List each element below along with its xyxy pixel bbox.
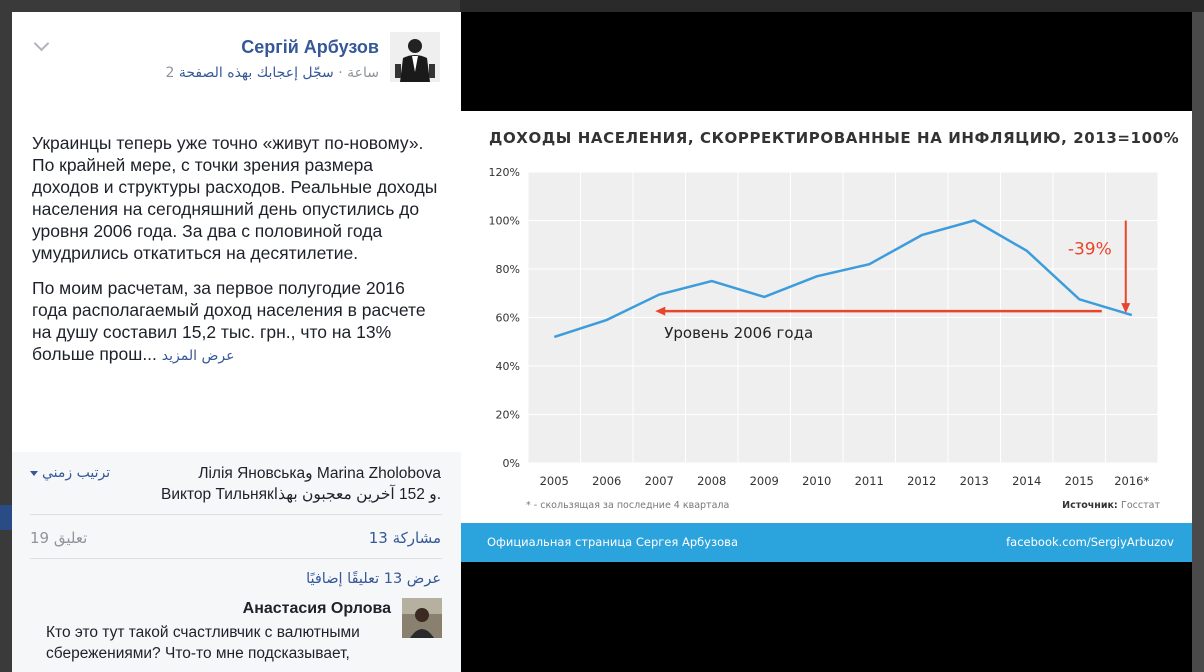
like-page-link[interactable]: سجّل إعجابك بهذه الصفحة xyxy=(178,65,334,81)
sort-label: ترتيب زمني xyxy=(42,465,111,481)
x-tick-label: 2010 xyxy=(802,474,831,488)
caret-down-icon xyxy=(30,470,38,476)
chart-title: ДОХОДЫ НАСЕЛЕНИЯ, СКОРРЕКТИРОВАННЫЕ НА И… xyxy=(489,129,1180,147)
source-value: Госстат xyxy=(1121,500,1160,511)
x-tick-label: 2013 xyxy=(960,474,989,488)
x-tick-label: 2007 xyxy=(645,474,674,488)
person-photo-icon xyxy=(402,598,442,638)
share-count[interactable]: 13 مشاركة xyxy=(368,529,441,547)
commenter-name[interactable]: Анастасия Орлова xyxy=(242,600,391,617)
reactions-area xyxy=(12,452,461,672)
background-strip xyxy=(460,0,1204,12)
source-label: Источник: xyxy=(1062,500,1121,511)
author-avatar[interactable] xyxy=(390,32,440,82)
y-tick-label: 80% xyxy=(496,263,520,276)
comment-text: Кто это тут такой счастливчик с валютным… xyxy=(46,624,360,662)
divider xyxy=(30,514,442,515)
series-line xyxy=(553,219,1133,339)
x-tick-label: 2009 xyxy=(750,474,779,488)
level-arrow-head xyxy=(655,306,666,316)
background-strip xyxy=(0,0,460,12)
chevron-down-icon[interactable] xyxy=(33,35,50,52)
author-name[interactable]: Сергій Арбузов xyxy=(241,37,379,57)
post-panel: Сергій Арбузов 2 ساعة · سجّل إعجابك بهذه… xyxy=(12,12,461,672)
post-paragraph: По моим расчетам, за первое полугодие 20… xyxy=(32,277,444,367)
likes-line: Лілія Яновськаو Marina Zholobova xyxy=(198,465,441,482)
y-tick-label: 40% xyxy=(496,360,520,373)
source-line: Источник: Госстат xyxy=(1062,500,1160,511)
x-tick-label: 2014 xyxy=(1012,474,1041,488)
level-label: Уровень 2006 года xyxy=(664,324,813,342)
x-tick-label: 2006 xyxy=(592,474,621,488)
meta-separator: · xyxy=(333,65,348,81)
x-tick-label: 2012 xyxy=(907,474,936,488)
x-tick-label: 2015 xyxy=(1065,474,1094,488)
x-tick-label: 2008 xyxy=(697,474,726,488)
y-tick-label: 120% xyxy=(489,166,520,179)
line-chart: 0% 20% 40% 60% 80% 100% 120% 2005 2006 2007 2008 20… xyxy=(489,166,1161,511)
footer-page-name: Официальная страница Сергея Арбузова xyxy=(487,535,739,549)
see-more-link[interactable]: عرض المزيد xyxy=(161,348,235,364)
drop-arrow-head xyxy=(1121,303,1131,314)
x-tick-label: 2011 xyxy=(855,474,884,488)
x-tick-label: 2016* xyxy=(1114,474,1149,488)
y-tick-label: 20% xyxy=(496,409,520,422)
photo-slide[interactable]: ДОХОДЫ НАСЕЛЕНИЯ, СКОРРЕКТИРОВАННЫЕ НА И… xyxy=(461,111,1192,562)
background-fragment xyxy=(0,505,12,530)
comment-count[interactable]: 19 تعليق xyxy=(30,529,88,547)
post-paragraph: Украинцы теперь уже точно «живут по-ново… xyxy=(32,133,438,263)
commenter-avatar[interactable] xyxy=(402,598,442,638)
drop-label: -39% xyxy=(1068,239,1112,259)
post-time[interactable]: 2 ساعة xyxy=(165,65,380,81)
post-text: Украинцы теперь уже точно «живут по-ново… xyxy=(32,132,444,380)
footer-url: facebook.com/SergiyArbuzov xyxy=(1006,535,1174,549)
divider xyxy=(30,558,442,559)
view-more-comments-link[interactable]: عرض 13 تعليقًا إضافيًا xyxy=(306,571,441,587)
x-tick-label: 2005 xyxy=(540,474,569,488)
slide-footer: Официальная страница Сергея Арбузова fac… xyxy=(461,523,1192,562)
y-tick-label: 0% xyxy=(503,457,520,470)
post-meta: 2 ساعة · سجّل إعجابك بهذه الصفحة xyxy=(166,65,380,81)
background-edge xyxy=(1192,12,1204,672)
post-paragraph-text: По моим расчетам, за первое полугодие 20… xyxy=(32,278,426,364)
person-silhouette-icon xyxy=(390,32,440,82)
y-tick-label: 100% xyxy=(489,215,520,228)
footnote: * - скользящая за последние 4 квартала xyxy=(526,500,729,511)
sort-dropdown[interactable]: ترتيب زمني xyxy=(30,465,110,481)
background-edge xyxy=(0,12,12,672)
likes-summary[interactable]: Лілія Яновськаو Marina Zholobova Виктор … xyxy=(161,463,441,505)
y-tick-label: 60% xyxy=(496,312,520,325)
likes-line: Виктор Тильнякو 152 آخرين معجبون بهذا. xyxy=(161,486,441,503)
